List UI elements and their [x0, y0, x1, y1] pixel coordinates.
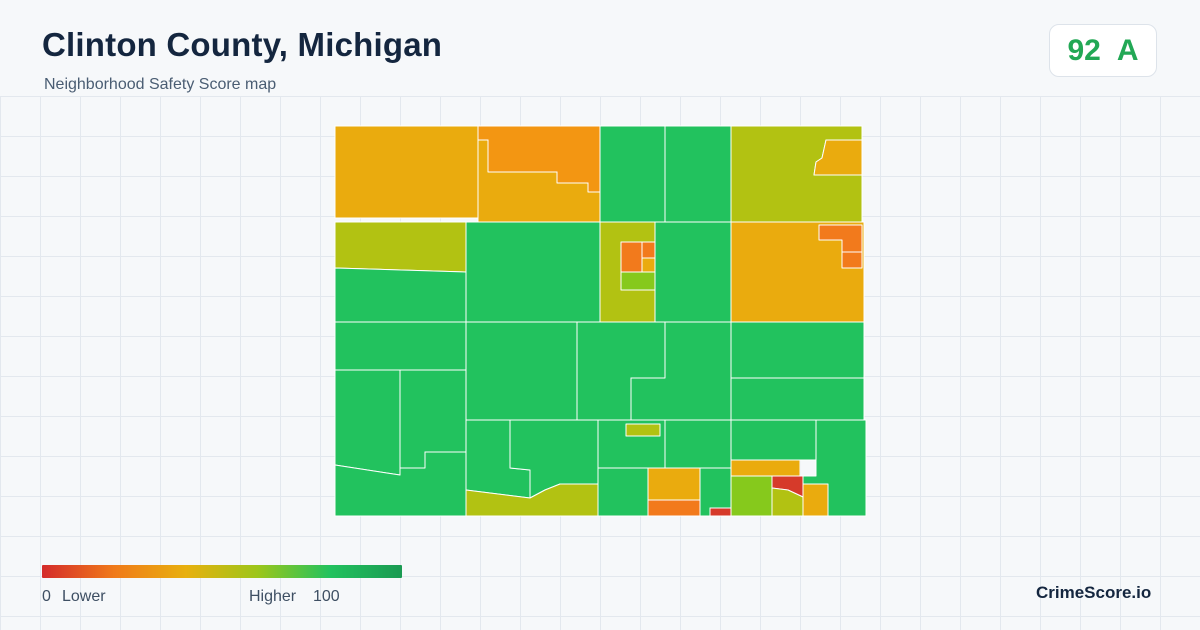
legend-min-label: 0 [42, 588, 51, 605]
county-map-svg [334, 125, 867, 517]
region-south-lower-c[interactable] [647, 499, 701, 517]
region-west-lower[interactable] [334, 267, 467, 323]
region-town-core-a[interactable] [620, 241, 643, 273]
region-north-b[interactable] [664, 125, 732, 223]
header-band [0, 0, 1200, 96]
region-south-lower-a[interactable] [597, 467, 649, 517]
region-south-west-c[interactable] [465, 483, 599, 517]
region-northeast-pocket[interactable] [813, 139, 863, 176]
legend-high-label: Higher [249, 588, 297, 605]
region-north-a[interactable] [599, 125, 666, 223]
brand-logo-text[interactable]: CrimeScore.io [1036, 583, 1152, 602]
region-east-mid-a[interactable] [730, 321, 865, 379]
region-southeast-upper[interactable] [730, 419, 817, 461]
page-title: Clinton County, Michigan [42, 26, 443, 63]
region-southeast-d[interactable] [802, 419, 867, 517]
region-south-center[interactable] [664, 419, 732, 469]
region-southeast-band[interactable] [730, 459, 801, 477]
region-south-lower-b[interactable] [647, 467, 701, 501]
region-west-upper[interactable] [334, 221, 467, 273]
region-southwest-upper[interactable] [334, 321, 467, 371]
region-southeast-a[interactable] [730, 475, 773, 517]
region-south-far-west[interactable] [334, 451, 467, 517]
region-central-west[interactable] [465, 221, 601, 323]
page-subtitle: Neighborhood Safety Score map [44, 76, 277, 93]
region-southwest-mid[interactable] [334, 369, 401, 476]
region-east-mid-b[interactable] [730, 377, 865, 421]
legend-low-label: Lower [62, 588, 106, 605]
region-east-hotspot-b[interactable] [841, 251, 863, 269]
safety-map [330, 120, 870, 525]
score-value: 92 [1067, 33, 1101, 67]
region-northwest[interactable] [334, 125, 479, 219]
region-center-a[interactable] [465, 321, 578, 421]
score-grade: A [1116, 33, 1139, 67]
score-badge: 92 A [1049, 24, 1157, 77]
region-south-village-pocket[interactable] [625, 423, 661, 437]
legend-max-label: 100 [313, 588, 340, 605]
legend-gradient-bar [42, 565, 402, 578]
region-southeast-c[interactable] [802, 483, 829, 517]
region-central-east[interactable] [654, 221, 732, 323]
